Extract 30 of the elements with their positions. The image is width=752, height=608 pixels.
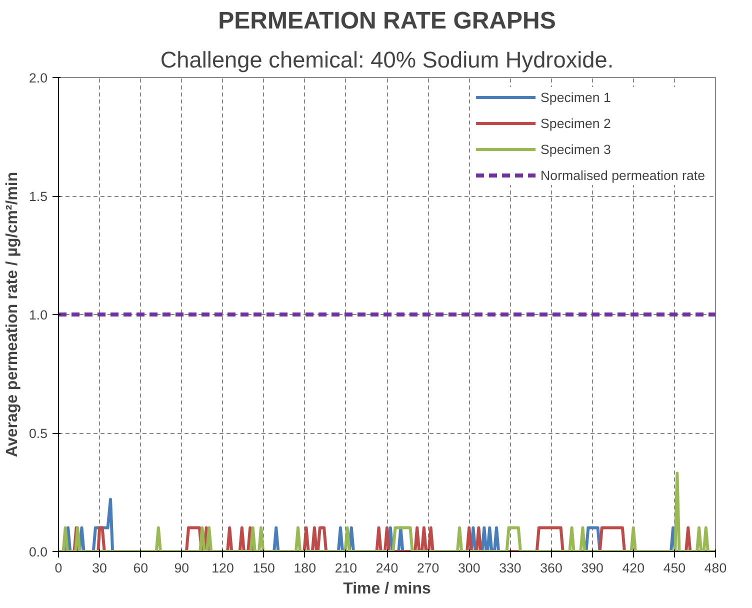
x-tick-label: 420 <box>622 560 645 576</box>
x-tick-label: 480 <box>704 560 727 576</box>
x-tick-label: 150 <box>252 560 275 576</box>
x-tick-label: 360 <box>540 560 562 576</box>
x-tick-label: 330 <box>499 560 522 576</box>
legend-label: Normalised permeation rate <box>540 168 705 182</box>
y-tick-label: 1.0 <box>28 308 48 322</box>
x-tick-label: 60 <box>133 560 148 576</box>
y-tick-label: 0.5 <box>28 426 48 441</box>
x-tick-label: 120 <box>212 560 234 576</box>
x-tick-label: 270 <box>416 560 440 576</box>
y-tick-label: 0.0 <box>28 544 48 560</box>
x-tick-label: 0 <box>54 560 62 576</box>
chart-title: PERMEATION RATE GRAPHS <box>218 8 556 34</box>
y-tick-label: 2.0 <box>28 70 48 86</box>
y-tick-label: 1.5 <box>28 189 48 204</box>
chart-subtitle: Challenge chemical: 40% Sodium Hydroxide. <box>160 46 614 72</box>
legend-label: Specimen 2 <box>540 116 611 130</box>
x-tick-label: 300 <box>458 560 480 576</box>
x-tick-label: 30 <box>92 560 107 576</box>
legend-label: Specimen 3 <box>540 142 611 156</box>
x-tick-label: 90 <box>174 560 190 576</box>
x-tick-label: 210 <box>334 560 358 576</box>
x-tick-label: 240 <box>376 560 398 576</box>
x-tick-label: 180 <box>294 560 316 576</box>
y-axis-title: Average permeation rate / µg/cm²/min <box>4 172 21 458</box>
x-axis-title: Time / mins <box>343 580 431 598</box>
x-tick-label: 390 <box>581 560 604 576</box>
x-tick-label: 450 <box>663 560 686 576</box>
legend-label: Specimen 1 <box>540 90 611 104</box>
